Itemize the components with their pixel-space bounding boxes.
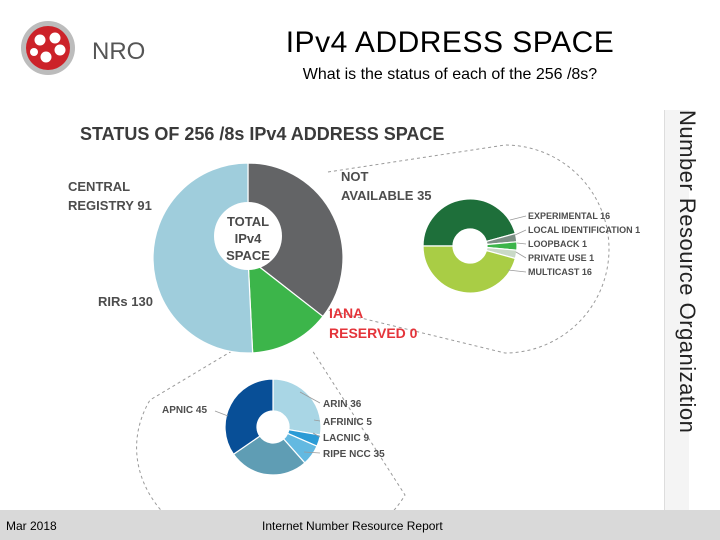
rir-callout-afrinic [313,419,321,422]
chart-title: STATUS OF 256 /8s IPv4 ADDRESS SPACE [80,124,444,144]
na-label-local-identification: LOCAL IDENTIFICATION 1 [528,225,640,235]
na-label-experimental: EXPERIMENTAL 16 [528,211,610,221]
rir-callout-lacnic [312,432,321,438]
center-label-1: IPv4 [235,231,263,246]
na-label-multicast: MULTICAST 16 [528,267,592,277]
rir-label-ripe-ncc: RIPE NCC 35 [323,449,385,460]
na-label-private-use: PRIVATE USE 1 [528,253,594,263]
label-iana-line2: RESERVED 0 [329,325,418,341]
label-central-registry-line1: CENTRAL [68,179,130,194]
footer-date: Mar 2018 [6,519,57,533]
main-slice-central-registry [247,162,344,318]
label-not-available-line1: NOT [341,169,369,184]
na-callout-private-use [515,251,527,259]
rir-callout-arin [299,391,321,404]
center-hole [214,202,282,270]
rir-callout-ripe-ncc [303,451,321,454]
logo-text: NRO [92,38,145,65]
nro-logo: NRO [21,21,145,75]
center-label-0: TOTAL [227,214,269,229]
rirs-slice-ripe-ncc [232,435,306,476]
na-callout-experimental [509,215,527,221]
not-available-slice-experimental [422,198,517,247]
footer-report: Internet Number Resource Report [262,519,443,533]
na-callout-multicast [507,269,527,273]
side-banner [664,110,689,510]
label-rirs: RIRs 130 [98,294,153,309]
na-label-loopback: LOOPBACK 1 [528,239,587,249]
rir-label-afrinic: AFRINIC 5 [323,417,372,428]
na-callout-loopback [516,242,527,245]
label-central-registry-line2: REGISTRY 91 [68,198,152,213]
rir-label-apnic: APNIC 45 [162,405,207,416]
slide-subtitle: What is the status of each of the 256 /8… [302,66,598,83]
rir-label-arin: ARIN 36 [323,399,362,410]
slide-title: IPv4 ADDRESS SPACE [285,26,615,59]
rir-callout-apnic [214,410,229,417]
rir-label-lacnic: LACNIC 9 [323,433,370,444]
main-slice-not-available [247,256,324,354]
rirs-slice-arin [272,378,322,436]
label-not-available-line2: AVAILABLE 35 [341,188,432,203]
rirs-bubble [136,344,406,510]
ipv4-status-chart: STATUS OF 256 /8s IPv4 ADDRESS SPACE TOTA… [68,124,640,510]
center-label-2: SPACE [226,248,270,263]
label-iana-line1: IANA [329,305,363,321]
not-available-bubble [327,144,610,354]
not-available-slice-multicast [422,245,517,294]
na-callout-local-identification [514,229,527,236]
rirs-slice-apnic [224,378,274,456]
footer: Mar 2018 Internet Number Resource Report [0,510,720,540]
side-banner-text: Number Resource Organization [675,110,700,434]
